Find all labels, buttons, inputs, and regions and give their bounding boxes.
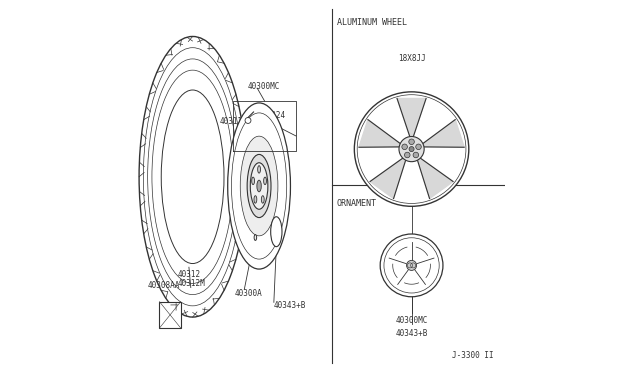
Ellipse shape (245, 118, 251, 124)
Polygon shape (397, 99, 426, 137)
Ellipse shape (258, 166, 260, 173)
Circle shape (409, 139, 414, 145)
Ellipse shape (247, 154, 271, 218)
Ellipse shape (264, 177, 266, 185)
Circle shape (380, 234, 443, 297)
Ellipse shape (254, 235, 257, 240)
Polygon shape (423, 120, 464, 147)
Text: 40308AA: 40308AA (147, 281, 180, 290)
Circle shape (413, 152, 419, 158)
Text: ORNAMENT: ORNAMENT (337, 199, 376, 208)
Text: 40311: 40311 (220, 117, 243, 126)
Circle shape (404, 152, 410, 158)
Polygon shape (359, 120, 400, 147)
Text: 40312: 40312 (178, 270, 201, 279)
Text: 40343+B: 40343+B (396, 329, 428, 338)
Text: J-3300 II: J-3300 II (452, 350, 493, 359)
Circle shape (406, 260, 417, 270)
Ellipse shape (250, 163, 268, 209)
Ellipse shape (257, 180, 261, 192)
Ellipse shape (240, 136, 278, 236)
Ellipse shape (139, 36, 246, 317)
Text: 40312M: 40312M (178, 279, 205, 288)
Circle shape (399, 137, 424, 162)
Polygon shape (417, 158, 453, 199)
Text: 18X8JJ: 18X8JJ (399, 54, 426, 63)
Ellipse shape (228, 103, 291, 269)
Ellipse shape (161, 90, 224, 263)
Ellipse shape (261, 196, 264, 203)
Text: ALUMINUM WHEEL: ALUMINUM WHEEL (337, 18, 406, 27)
Ellipse shape (271, 217, 282, 247)
Text: 40300MC: 40300MC (248, 82, 280, 91)
Circle shape (416, 144, 421, 150)
Text: 40224: 40224 (263, 111, 286, 121)
Text: 40300A: 40300A (235, 289, 263, 298)
Text: 40343+B: 40343+B (274, 301, 306, 311)
Circle shape (409, 147, 414, 152)
Text: 40300MC: 40300MC (396, 316, 428, 325)
Ellipse shape (139, 36, 246, 317)
Bar (159, 302, 181, 328)
Circle shape (402, 144, 408, 150)
Ellipse shape (254, 196, 257, 203)
Circle shape (355, 92, 468, 206)
Ellipse shape (252, 177, 255, 185)
Polygon shape (370, 158, 406, 199)
